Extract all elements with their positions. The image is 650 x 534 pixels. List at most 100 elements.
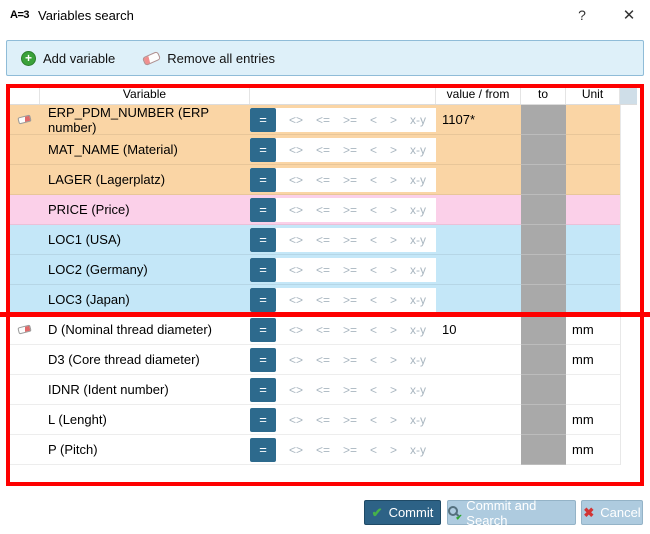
- scrollbar-track[interactable]: [620, 435, 637, 465]
- value-cell[interactable]: [436, 225, 521, 255]
- operator-range[interactable]: x-y: [409, 202, 426, 217]
- operator-range[interactable]: x-y: [409, 172, 426, 187]
- operator-greater-equal[interactable]: >=: [342, 172, 357, 187]
- operator-range[interactable]: x-y: [409, 412, 426, 427]
- help-button[interactable]: ?: [578, 7, 586, 23]
- value-cell[interactable]: [436, 165, 521, 195]
- operator-equals[interactable]: =: [250, 407, 276, 432]
- operator-less-equal[interactable]: <=: [315, 142, 330, 157]
- operator-less-than[interactable]: <: [369, 202, 377, 217]
- operator-greater-equal[interactable]: >=: [342, 112, 357, 127]
- operator-not-equal[interactable]: <>: [288, 262, 303, 277]
- operator-less-equal[interactable]: <=: [315, 202, 330, 217]
- add-variable-button[interactable]: + Add variable: [21, 50, 115, 66]
- value-cell[interactable]: [436, 345, 521, 375]
- value-cell[interactable]: [436, 375, 521, 405]
- operator-greater-than[interactable]: >: [389, 322, 397, 337]
- operator-equals[interactable]: =: [250, 167, 276, 192]
- operator-equals[interactable]: =: [250, 137, 276, 162]
- operator-less-than[interactable]: <: [369, 412, 377, 427]
- operator-less-equal[interactable]: <=: [315, 172, 330, 187]
- operator-not-equal[interactable]: <>: [288, 202, 303, 217]
- value-cell[interactable]: [436, 135, 521, 165]
- operator-not-equal[interactable]: <>: [288, 442, 303, 457]
- operator-greater-equal[interactable]: >=: [342, 202, 357, 217]
- operator-greater-than[interactable]: >: [389, 142, 397, 157]
- operator-equals[interactable]: =: [250, 347, 276, 372]
- operator-range[interactable]: x-y: [409, 352, 426, 367]
- operator-range[interactable]: x-y: [409, 232, 426, 247]
- operator-range[interactable]: x-y: [409, 382, 426, 397]
- operator-less-than[interactable]: <: [369, 292, 377, 307]
- scrollbar-track[interactable]: [620, 255, 637, 285]
- operator-greater-equal[interactable]: >=: [342, 262, 357, 277]
- operator-less-than[interactable]: <: [369, 352, 377, 367]
- scrollbar-track[interactable]: [620, 135, 637, 165]
- operator-equals[interactable]: =: [250, 377, 276, 402]
- value-cell[interactable]: 1107*: [436, 105, 521, 135]
- operator-less-equal[interactable]: <=: [315, 232, 330, 247]
- operator-greater-equal[interactable]: >=: [342, 382, 357, 397]
- operator-greater-than[interactable]: >: [389, 202, 397, 217]
- operator-greater-than[interactable]: >: [389, 382, 397, 397]
- close-button[interactable]: ✕: [622, 7, 636, 24]
- operator-not-equal[interactable]: <>: [288, 382, 303, 397]
- operator-not-equal[interactable]: <>: [288, 232, 303, 247]
- operator-range[interactable]: x-y: [409, 142, 426, 157]
- operator-greater-than[interactable]: >: [389, 262, 397, 277]
- operator-greater-than[interactable]: >: [389, 292, 397, 307]
- operator-less-than[interactable]: <: [369, 382, 377, 397]
- operator-range[interactable]: x-y: [409, 112, 426, 127]
- value-cell[interactable]: 10: [436, 315, 521, 345]
- operator-not-equal[interactable]: <>: [288, 412, 303, 427]
- operator-less-equal[interactable]: <=: [315, 112, 330, 127]
- operator-range[interactable]: x-y: [409, 442, 426, 457]
- operator-not-equal[interactable]: <>: [288, 322, 303, 337]
- operator-greater-equal[interactable]: >=: [342, 142, 357, 157]
- value-cell[interactable]: [436, 435, 521, 465]
- operator-greater-equal[interactable]: >=: [342, 292, 357, 307]
- operator-less-equal[interactable]: <=: [315, 292, 330, 307]
- operator-equals[interactable]: =: [250, 437, 276, 462]
- value-cell[interactable]: [436, 405, 521, 435]
- operator-greater-than[interactable]: >: [389, 352, 397, 367]
- operator-not-equal[interactable]: <>: [288, 112, 303, 127]
- cancel-button[interactable]: ✖ Cancel: [581, 500, 643, 525]
- operator-less-than[interactable]: <: [369, 442, 377, 457]
- value-cell[interactable]: [436, 195, 521, 225]
- scrollbar-track[interactable]: [620, 165, 637, 195]
- scrollbar-track[interactable]: [620, 105, 637, 135]
- operator-greater-equal[interactable]: >=: [342, 442, 357, 457]
- operator-greater-than[interactable]: >: [389, 172, 397, 187]
- value-cell[interactable]: [436, 255, 521, 285]
- scrollbar-track[interactable]: [620, 375, 637, 405]
- scrollbar-track[interactable]: [620, 405, 637, 435]
- scrollbar-track[interactable]: [620, 225, 637, 255]
- operator-less-equal[interactable]: <=: [315, 322, 330, 337]
- value-cell[interactable]: [436, 285, 521, 315]
- operator-less-than[interactable]: <: [369, 172, 377, 187]
- scrollbar-track[interactable]: [620, 195, 637, 225]
- operator-equals[interactable]: =: [250, 197, 276, 222]
- operator-not-equal[interactable]: <>: [288, 172, 303, 187]
- scrollbar-track[interactable]: [620, 345, 637, 375]
- operator-greater-than[interactable]: >: [389, 232, 397, 247]
- operator-less-than[interactable]: <: [369, 232, 377, 247]
- operator-less-equal[interactable]: <=: [315, 382, 330, 397]
- operator-range[interactable]: x-y: [409, 292, 426, 307]
- operator-not-equal[interactable]: <>: [288, 142, 303, 157]
- operator-equals[interactable]: =: [250, 107, 276, 132]
- operator-equals[interactable]: =: [250, 257, 276, 282]
- operator-greater-than[interactable]: >: [389, 112, 397, 127]
- operator-greater-equal[interactable]: >=: [342, 352, 357, 367]
- operator-range[interactable]: x-y: [409, 322, 426, 337]
- commit-button[interactable]: ✔ Commit: [364, 500, 441, 525]
- operator-greater-equal[interactable]: >=: [342, 412, 357, 427]
- operator-equals[interactable]: =: [250, 317, 276, 342]
- operator-greater-than[interactable]: >: [389, 412, 397, 427]
- operator-equals[interactable]: =: [250, 287, 276, 312]
- operator-less-than[interactable]: <: [369, 112, 377, 127]
- operator-less-than[interactable]: <: [369, 142, 377, 157]
- operator-less-equal[interactable]: <=: [315, 352, 330, 367]
- operator-not-equal[interactable]: <>: [288, 352, 303, 367]
